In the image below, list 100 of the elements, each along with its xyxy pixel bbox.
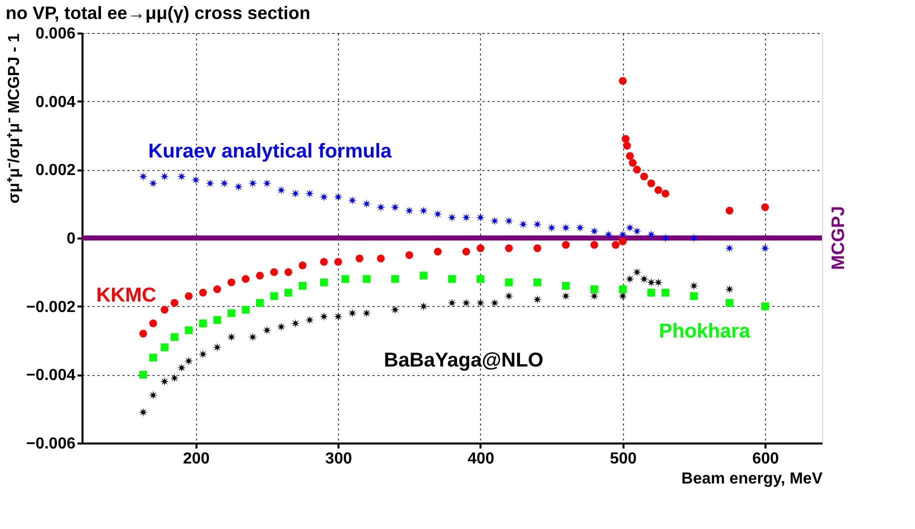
point [341, 275, 350, 283]
point [376, 202, 386, 212]
point [228, 309, 236, 318]
point [690, 292, 698, 300]
point [170, 299, 178, 307]
x-tick-label: 200 [182, 450, 210, 468]
series-label: Phokhara [658, 320, 751, 342]
point [462, 213, 471, 222]
y-tick-label: −0.004 [26, 367, 76, 384]
point [160, 306, 168, 314]
chart-title: no VP, total ee→μμ(γ) cross section [6, 3, 310, 23]
point [590, 285, 598, 294]
point [334, 258, 342, 266]
point [448, 298, 456, 308]
point [138, 172, 148, 181]
point [476, 213, 485, 222]
point [726, 299, 734, 307]
point [334, 312, 343, 322]
point [139, 370, 148, 379]
point [689, 281, 698, 290]
point [334, 192, 343, 202]
point [647, 179, 656, 188]
point [320, 258, 328, 266]
point [662, 190, 670, 198]
point [476, 275, 484, 283]
point [618, 238, 627, 246]
point [561, 292, 570, 301]
y-tick-label: 0.002 [35, 162, 76, 180]
point [504, 292, 514, 301]
point [256, 272, 264, 280]
point [504, 216, 514, 226]
point [490, 216, 500, 226]
point [206, 178, 215, 188]
point [391, 275, 399, 283]
point [138, 408, 148, 417]
point [220, 178, 229, 188]
point [590, 226, 599, 236]
point [290, 318, 300, 328]
point [177, 172, 186, 181]
y-tick-label: 0.006 [35, 26, 76, 42]
point [419, 302, 428, 311]
point [184, 326, 193, 334]
y-tick-label: 0 [66, 230, 76, 248]
point [139, 330, 148, 338]
series-label: BaBaYaga@NLO [384, 350, 544, 372]
point [319, 192, 328, 202]
point [362, 275, 370, 283]
point [248, 332, 258, 342]
point [198, 350, 208, 359]
y-tick-label: 0.004 [35, 94, 76, 111]
point [726, 206, 734, 215]
point [562, 282, 570, 290]
point [505, 278, 513, 286]
point [476, 244, 484, 252]
point [177, 363, 186, 372]
point [654, 278, 663, 287]
point [148, 390, 158, 400]
point [199, 288, 207, 297]
point [532, 295, 542, 304]
point [654, 186, 662, 194]
point [305, 316, 314, 324]
point [433, 210, 442, 219]
point [184, 292, 193, 300]
series-label: Kuraev analytical formula [148, 140, 392, 162]
point [476, 298, 485, 308]
point [618, 285, 627, 294]
y-axis-title: σμ⁺μ⁻/σμ⁺μ⁻ MCGPJ - 1 [6, 33, 24, 204]
x-tick-label: 500 [610, 450, 637, 468]
point [319, 312, 328, 322]
point [632, 226, 642, 236]
point [662, 288, 670, 297]
point [298, 282, 306, 290]
point [618, 76, 627, 85]
point [320, 278, 328, 286]
point [590, 240, 598, 249]
point [256, 299, 264, 307]
point [149, 320, 158, 328]
point [390, 202, 400, 212]
point [160, 377, 170, 386]
x-tick-label: 600 [752, 450, 780, 468]
point [761, 302, 769, 310]
point [562, 240, 570, 249]
ref-line-label: MCGPJ [828, 206, 848, 270]
point [362, 308, 372, 318]
point [242, 306, 250, 314]
point [284, 268, 292, 276]
point [689, 234, 698, 242]
point [148, 178, 158, 188]
point [305, 189, 314, 198]
point [404, 206, 414, 216]
point [405, 251, 414, 259]
point [640, 172, 648, 180]
point [590, 292, 599, 301]
point [226, 332, 236, 342]
point [242, 275, 250, 283]
point [618, 292, 628, 301]
point [356, 254, 364, 262]
point [276, 186, 286, 195]
point [276, 322, 286, 332]
point [623, 142, 631, 150]
